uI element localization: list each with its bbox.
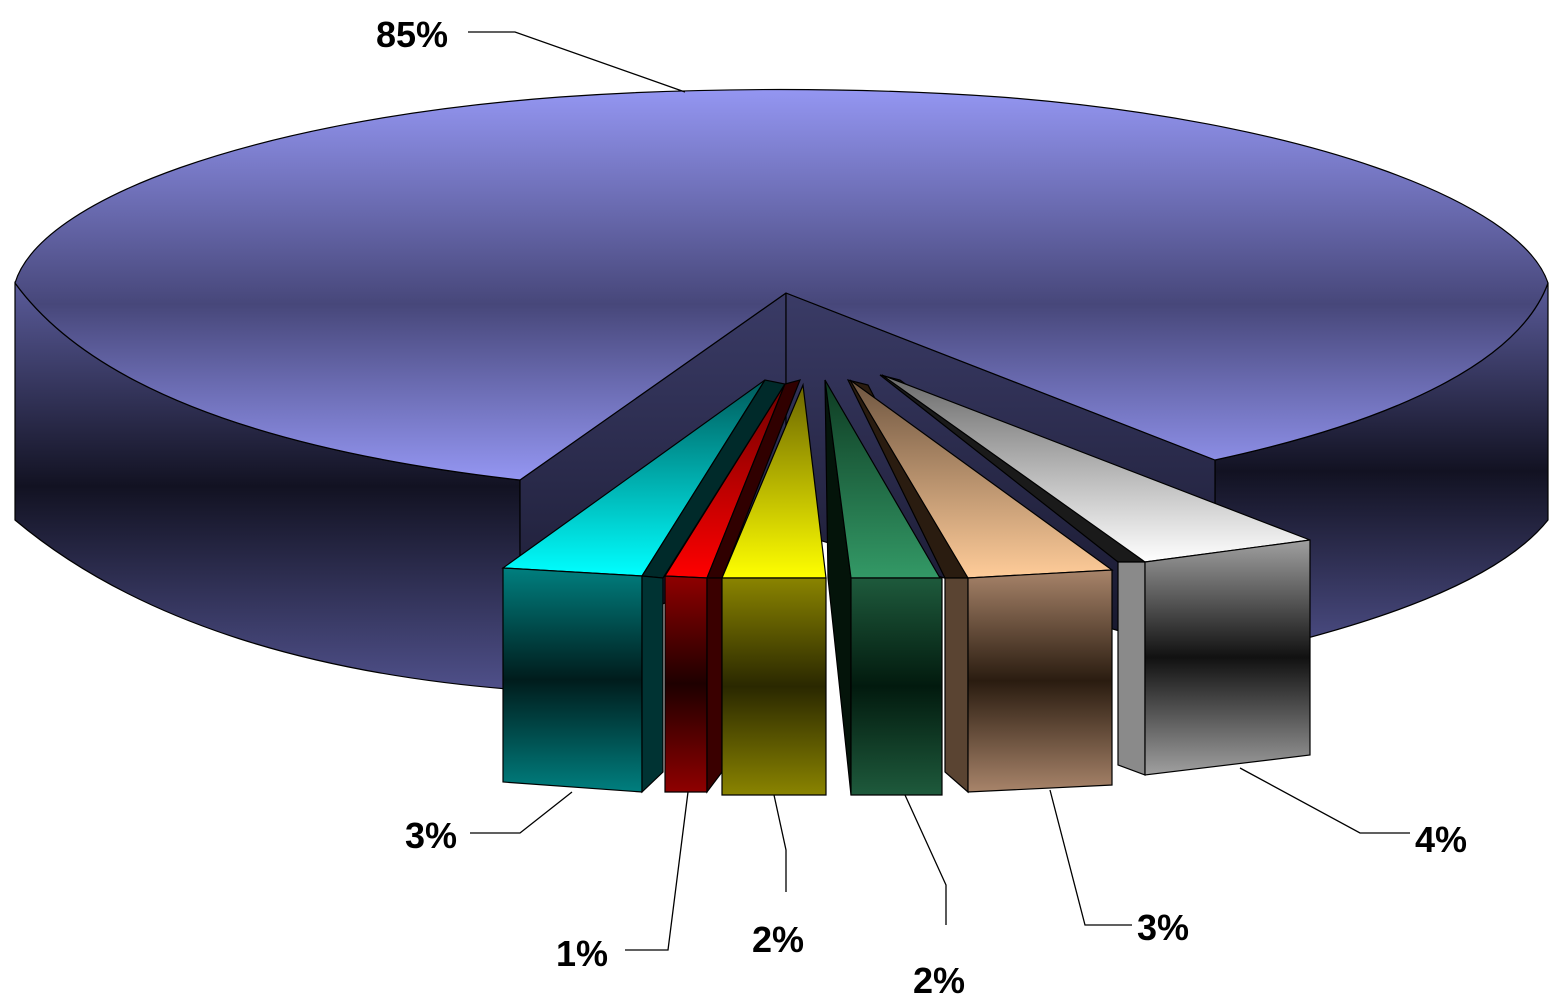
slice-3-teal-side: [641, 575, 664, 794]
slice-1-red-side: [706, 577, 723, 794]
data-label-4: 4%: [1415, 819, 1467, 860]
leader-3-right: [1049, 789, 1132, 926]
leader-4: [1239, 767, 1410, 834]
leader-lines: [468, 31, 1410, 951]
slice-3-tan-side: [944, 577, 969, 794]
slice-4-white-front: [1144, 539, 1311, 776]
slice-3-tan: [846, 379, 1114, 794]
leader-85: [468, 31, 686, 93]
slice-1-red-front: [664, 575, 708, 793]
data-label-85: 85%: [376, 14, 448, 55]
slice-4-white-side: [1117, 561, 1146, 776]
slice-3-tan-front: [967, 569, 1113, 793]
slice-2-yellow: [721, 382, 827, 796]
slice-1-red: [663, 379, 801, 794]
slice-4-white: [879, 374, 1311, 776]
leader-2-yellow: [773, 794, 787, 892]
data-label-2-yellow: 2%: [752, 919, 804, 960]
slice-2-yellow-front: [721, 577, 827, 796]
data-label-2-green: 2%: [913, 960, 965, 1001]
data-label-3-left: 3%: [405, 815, 457, 856]
leader-1: [625, 791, 689, 951]
data-label-1: 1%: [556, 933, 608, 974]
data-labels: 85% 3% 1% 2% 2% 3% 4%: [376, 14, 1467, 1001]
slice-3-teal-front: [502, 567, 643, 793]
slice-2-green-front: [850, 577, 943, 796]
leader-3-left: [470, 791, 573, 834]
leader-2-green: [904, 794, 947, 925]
data-label-3-right: 3%: [1137, 907, 1189, 948]
slice-85-top: [14, 88, 1549, 481]
slice-2-green: [824, 379, 943, 796]
slice-3-teal: [501, 379, 786, 794]
